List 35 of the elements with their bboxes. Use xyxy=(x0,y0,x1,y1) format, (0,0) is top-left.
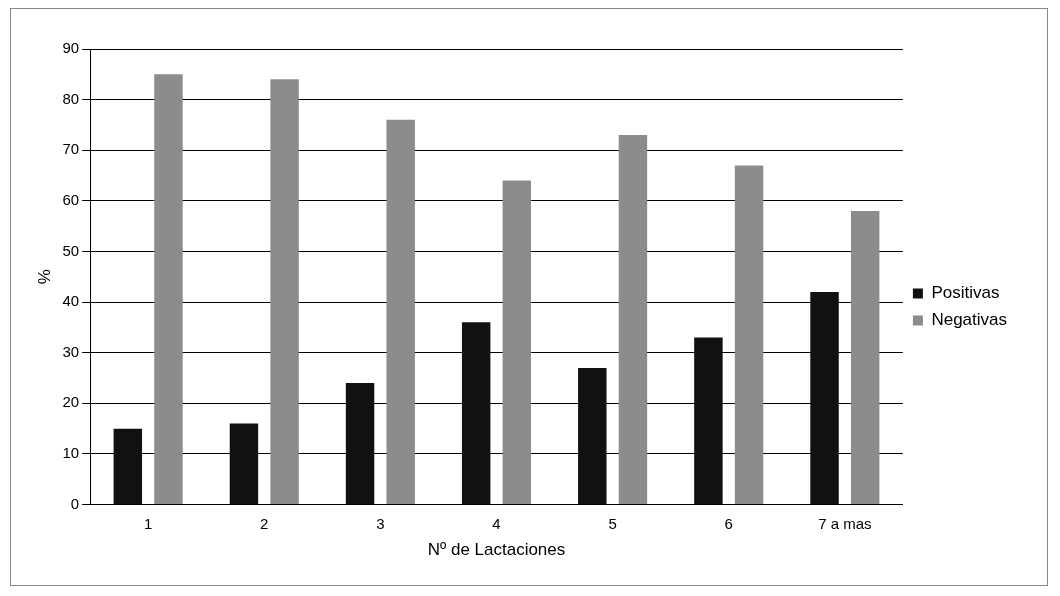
bar xyxy=(461,322,491,505)
y-tick-label: 10 xyxy=(62,444,80,462)
x-tick-label: 2 xyxy=(260,514,269,532)
x-tick-label: 1 xyxy=(143,514,153,532)
y-tick-label: 90 xyxy=(62,39,80,57)
bar xyxy=(810,291,839,505)
bar xyxy=(734,165,764,505)
bar xyxy=(113,428,143,505)
bar xyxy=(386,119,415,505)
x-axis-title: Nº de Lactaciones xyxy=(427,540,566,560)
legend-label: Positivas xyxy=(931,283,1000,303)
y-tick-label: 60 xyxy=(62,191,80,209)
bar xyxy=(578,367,607,505)
y-tick-label: 50 xyxy=(62,241,80,259)
legend-label: Negativas xyxy=(931,310,1008,330)
bar xyxy=(154,74,183,505)
bar xyxy=(502,180,532,505)
bar xyxy=(694,337,723,505)
y-tick-label: 20 xyxy=(62,393,80,411)
x-tick-label: 4 xyxy=(492,514,501,532)
x-tick-label: 3 xyxy=(376,514,385,532)
y-axis-title: % xyxy=(34,269,54,285)
x-tick-label: 5 xyxy=(608,514,617,532)
x-tick-label: 6 xyxy=(724,514,733,532)
y-tick-label: 30 xyxy=(62,342,80,360)
y-tick-label: 70 xyxy=(62,140,80,158)
y-tick-label: 40 xyxy=(62,292,80,310)
bar xyxy=(618,135,648,505)
bar xyxy=(850,210,880,505)
y-tick-label: 80 xyxy=(62,89,80,107)
bar xyxy=(270,79,299,505)
bar xyxy=(345,383,375,505)
y-tick-label: 0 xyxy=(70,494,80,512)
x-tick-label: 7 a mas xyxy=(818,514,872,532)
bar xyxy=(229,423,259,505)
